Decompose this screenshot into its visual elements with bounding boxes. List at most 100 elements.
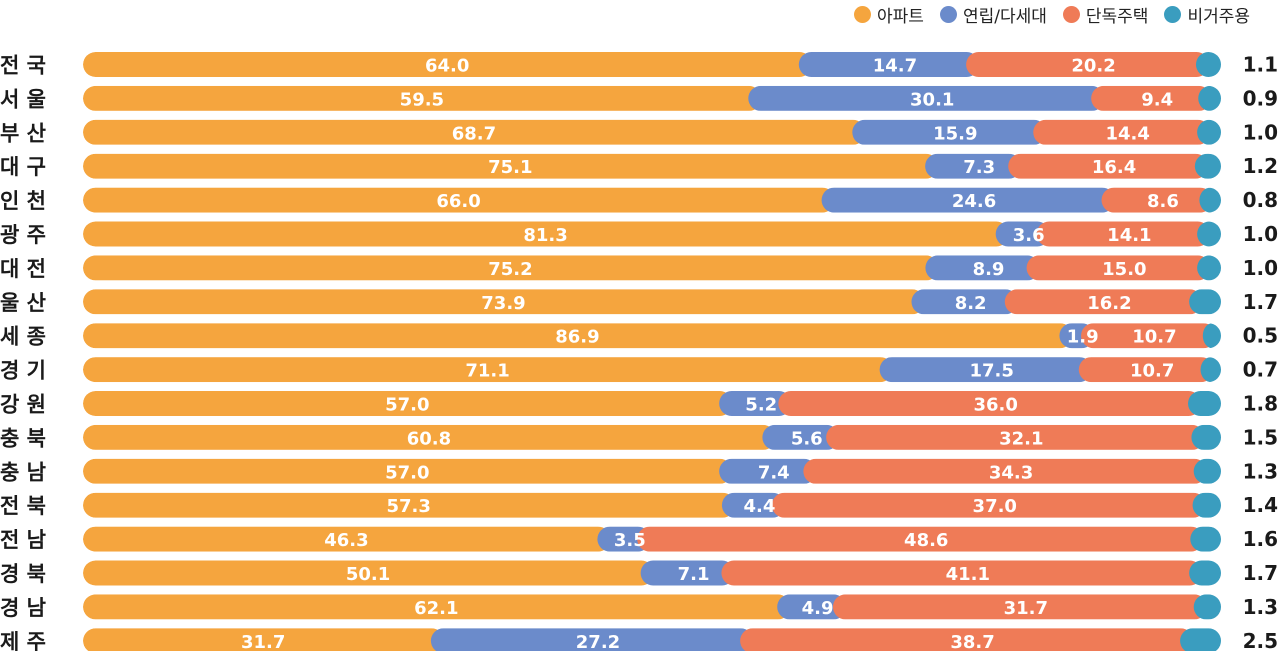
bar-segment: [83, 289, 925, 315]
data-label: 50.1: [346, 564, 390, 585]
bar-segment: [1198, 85, 1221, 111]
category-label: 울 산: [0, 291, 46, 315]
bar-segment: [1193, 594, 1221, 620]
bar-segment: [719, 458, 817, 484]
bar-segment: [83, 560, 654, 586]
bar-segment: [832, 594, 1207, 620]
data-label: 7.3: [963, 157, 995, 178]
legend-label-apartment: 아파트: [877, 6, 924, 27]
bar-row: [83, 187, 1221, 213]
bar-segment: [778, 391, 1202, 416]
data-label-nonresidential: 1.1: [1243, 53, 1278, 77]
data-label: 57.0: [385, 462, 429, 483]
bar-row: [83, 153, 1221, 179]
bar-segment: [83, 221, 1009, 247]
bar-segment: [821, 187, 1115, 213]
category-label: 충 북: [0, 426, 46, 450]
legend-item-rowhouse: 연립/다세대: [939, 2, 1047, 27]
data-label: 1.9: [1067, 327, 1099, 348]
data-label-nonresidential: 0.9: [1243, 86, 1278, 110]
bar-row: [83, 560, 1221, 586]
bar-row: [83, 119, 1221, 145]
bar-segment: [83, 391, 733, 416]
bar-segment: [826, 424, 1205, 450]
bar-segment: [911, 289, 1018, 315]
legend-swatch-detached: [1062, 5, 1080, 23]
category-label: 대 전: [0, 257, 46, 281]
bar-segment: [640, 560, 735, 586]
bar-segment: [83, 458, 733, 484]
legend-item-detached: 단독주택: [1062, 2, 1148, 27]
bar-row: [83, 628, 1221, 651]
bar-segment: [719, 391, 792, 416]
data-label: 24.6: [952, 191, 996, 212]
legend-label-nonresidential: 비거주용: [1187, 6, 1250, 27]
legend-swatch-rowhouse: [939, 5, 957, 23]
data-label: 20.2: [1071, 56, 1115, 77]
data-label: 75.2: [488, 259, 532, 280]
bar-segment: [925, 153, 1022, 179]
bar-row: [83, 289, 1221, 315]
data-label-nonresidential: 1.0: [1243, 256, 1278, 280]
data-label: 31.7: [241, 632, 285, 651]
data-label: 30.1: [910, 89, 954, 110]
data-label: 10.7: [1132, 327, 1176, 348]
category-label: 경 북: [0, 562, 46, 586]
bar-segment: [1180, 628, 1221, 651]
category-label: 인 천: [0, 189, 46, 213]
data-label: 37.0: [973, 496, 1017, 517]
bar-segment: [83, 628, 444, 651]
data-label: 64.0: [425, 56, 469, 77]
data-label: 60.8: [407, 428, 451, 449]
data-label: 48.6: [904, 530, 948, 551]
data-label: 62.1: [414, 598, 458, 619]
bar-segment: [83, 187, 835, 213]
bar-segment: [1194, 153, 1221, 179]
bar-segment: [803, 458, 1207, 484]
bar-segment: [1197, 221, 1221, 247]
data-label: 14.1: [1107, 225, 1151, 246]
bar-segment: [83, 424, 776, 450]
data-label-nonresidential: 1.3: [1243, 459, 1278, 483]
data-label-nonresidential: 1.6: [1243, 527, 1278, 551]
data-label-nonresidential: 1.0: [1243, 222, 1278, 246]
data-label: 41.1: [946, 564, 990, 585]
bar-segment: [1189, 560, 1221, 586]
category-label: 전 북: [0, 494, 46, 518]
bar-segment: [1200, 357, 1221, 383]
data-label: 5.6: [791, 428, 823, 449]
data-label: 71.1: [465, 361, 509, 382]
category-label: 광 주: [0, 223, 46, 247]
chart-legend: 아파트 연립/다세대 단독주택 비거주용: [854, 2, 1250, 27]
data-label-nonresidential: 1.2: [1243, 154, 1278, 178]
data-label: 15.9: [933, 123, 977, 144]
category-label: 제 주: [0, 630, 46, 651]
bar-segment: [637, 526, 1204, 552]
bar-row: [83, 458, 1221, 484]
bar-segment: [1081, 323, 1216, 349]
legend-item-nonresidential: 비거주용: [1164, 2, 1250, 27]
legend-label-rowhouse: 연립/다세대: [962, 6, 1047, 27]
data-label: 57.3: [387, 496, 431, 517]
data-label: 32.1: [999, 428, 1043, 449]
bar-row: [83, 357, 1221, 383]
data-label: 4.9: [802, 598, 834, 619]
bar-row: [83, 85, 1221, 111]
legend-swatch-nonresidential: [1164, 5, 1182, 23]
bar-segment: [966, 52, 1210, 77]
data-label: 17.5: [969, 361, 1013, 382]
data-label: 8.9: [973, 259, 1005, 280]
bar-segment: [762, 424, 840, 450]
data-label: 68.7: [452, 123, 496, 144]
bar-segment: [597, 526, 651, 552]
category-label: 대 구: [0, 155, 46, 179]
data-label-nonresidential: 1.5: [1243, 425, 1278, 449]
category-label: 전 남: [0, 528, 46, 552]
bar-segment: [777, 594, 847, 620]
bar-row: [83, 221, 1221, 247]
data-label: 16.2: [1087, 293, 1131, 314]
bar-segment: [721, 560, 1203, 586]
bar-segment: [430, 628, 754, 651]
bar-segment: [83, 357, 893, 383]
bar-segment: [1188, 391, 1221, 416]
